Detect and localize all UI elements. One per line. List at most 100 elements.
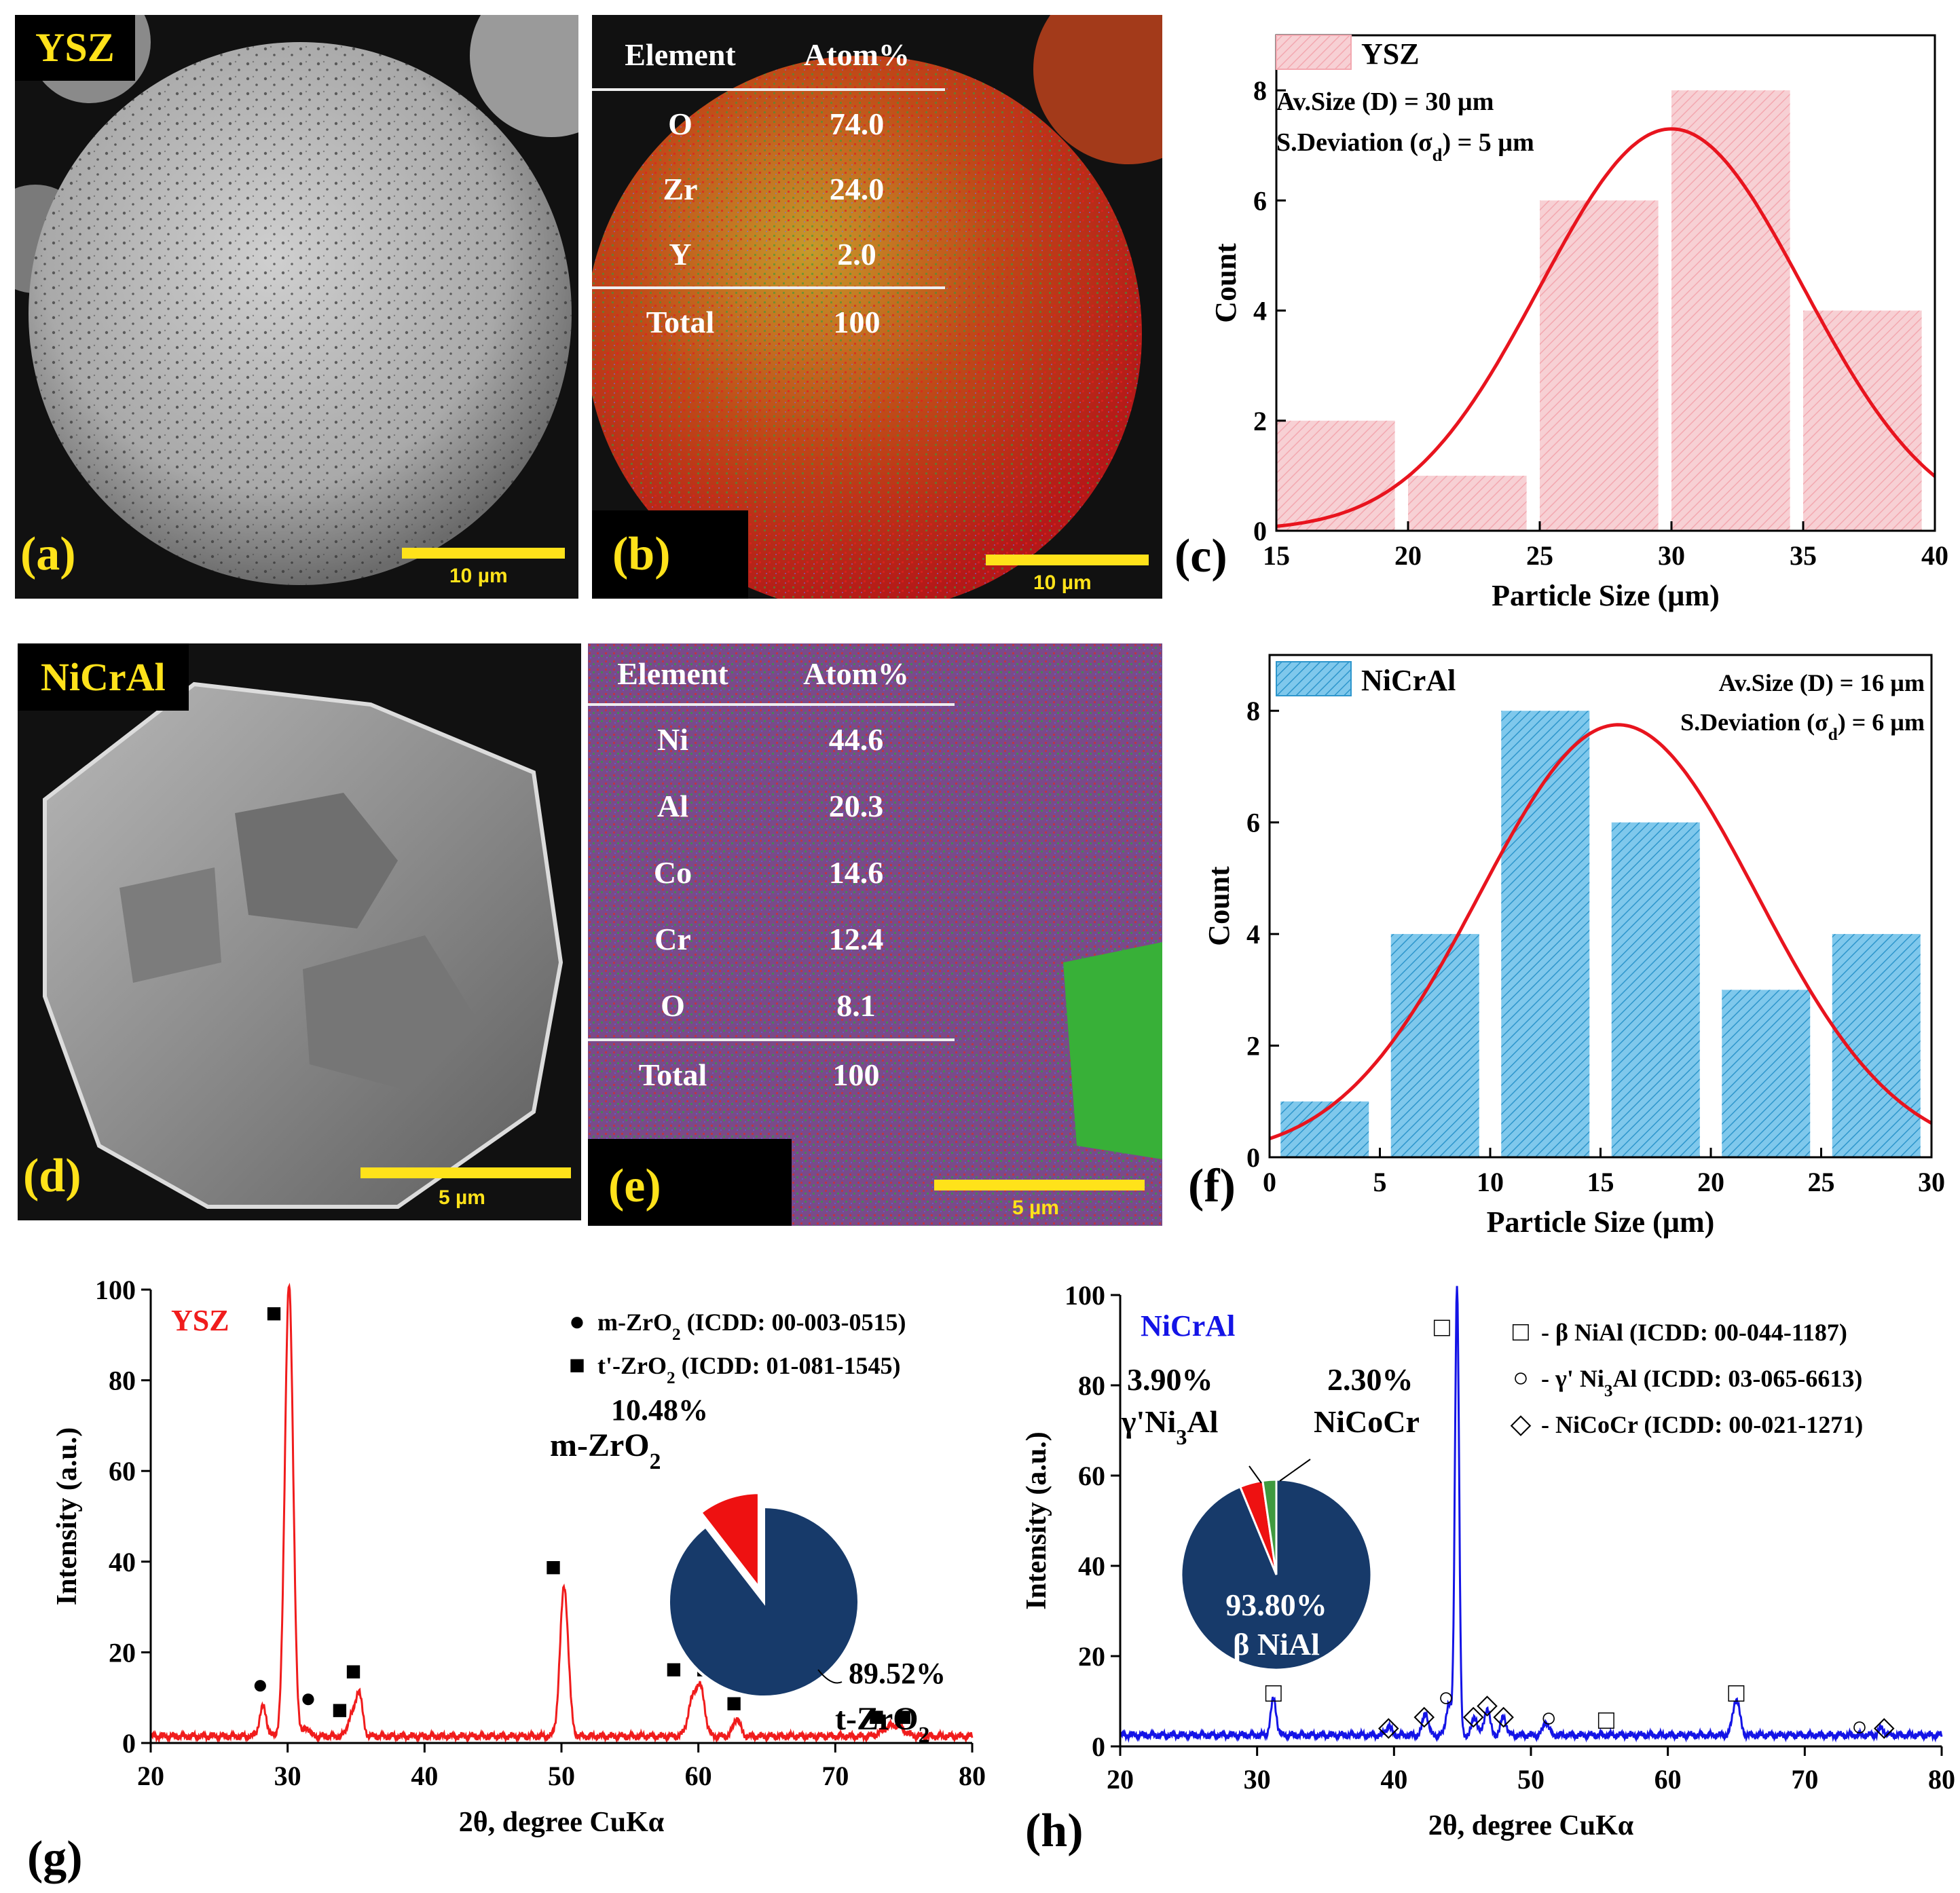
chart-title: YSZ (171, 1304, 229, 1337)
chart-c-ysz-size-distribution: 15 20 25 30 35 40 0 2 4 6 8 Particle Size (µm) Count… (1175, 34, 1948, 612)
eds-cell-element: Ni (657, 721, 688, 757)
scale-bar (934, 1180, 1145, 1191)
histogram-bar (1611, 822, 1700, 1157)
pie-pct-gamma-ni3al: 3.90% (1127, 1362, 1213, 1397)
panel-a-sem-ysz: YSZ (a) 10 µm (15, 15, 578, 599)
pie-pct-nicocr: 2.30% (1327, 1362, 1413, 1397)
x-tick-label: 35 (1790, 540, 1817, 571)
phase-marker: ■ (345, 1655, 361, 1686)
eds-cell-value: 20.3 (828, 788, 884, 823)
legend-label: - γ' Ni3Al (ICDD: 03-065-6613) (1541, 1365, 1862, 1400)
phase-marker: ■ (545, 1551, 561, 1581)
phase-marker: □ (1434, 1312, 1450, 1343)
scale-bar (402, 548, 565, 559)
phase-marker: ● (300, 1683, 316, 1713)
plot-frame (1275, 34, 1936, 532)
x-tick-label: 80 (959, 1761, 986, 1791)
scale-text: 5 µm (1012, 1197, 1059, 1219)
phase-marker: □ (1265, 1677, 1282, 1708)
phase-marker: ◇ (1463, 1700, 1484, 1730)
annotation-mean: Av.Size (D) = 30 µm (1276, 88, 1494, 116)
x-tick-label: 30 (1658, 540, 1685, 571)
x-tick-label: 40 (411, 1761, 438, 1791)
legend-label: - β NiAl (ICDD: 00-044-1187) (1541, 1319, 1847, 1346)
eds-header-element: Element (625, 37, 736, 72)
eds-row-y: Y 2.0 (592, 221, 945, 286)
panel-label: (h) (1025, 1805, 1084, 1857)
y-tick-label: 4 (1246, 919, 1260, 950)
panel-e-eds-nicral: Element Atom% Ni 44.6 Al 20.3 Co 14.6 Cr… (588, 643, 1162, 1226)
gaussian-fit-curve (1276, 127, 1936, 528)
legend-label: YSZ (1361, 37, 1420, 71)
eds-row-co: Co 14.6 (588, 839, 955, 905)
gaussian-fit-curve (1269, 723, 1933, 1140)
x-tick-label: 30 (274, 1761, 301, 1791)
histogram-bar (1722, 990, 1811, 1157)
y-tick-label: 60 (1078, 1461, 1105, 1491)
y-tick-label: 40 (109, 1547, 136, 1577)
histogram-bar (1803, 310, 1922, 531)
x-tick-label: 50 (548, 1761, 575, 1791)
panel-d-sem-nicral: NiCrAl (d) 5 µm (18, 643, 581, 1220)
y-axis-label: Intensity (a.u.) (52, 1427, 83, 1606)
eds-cell-element: Total (638, 1057, 707, 1092)
panel-label-e: (e) (608, 1160, 661, 1212)
pie-pct-beta-nial: 93.80% (1225, 1588, 1327, 1622)
nicral-particle-image (43, 681, 563, 1209)
histogram-bar (1671, 90, 1790, 531)
phase-marker: ■ (265, 1297, 282, 1328)
x-tick-label: 70 (1791, 1764, 1818, 1795)
ysz-particle-image (15, 15, 578, 585)
eds-cell-element: O (668, 106, 692, 141)
phase-marker: ● (252, 1669, 268, 1700)
phase-marker: ■ (331, 1694, 348, 1725)
x-tick-label: 20 (1107, 1764, 1134, 1795)
pie-label-gamma-ni3al: γ'Ni3Al (1121, 1404, 1218, 1449)
x-tick-label: 15 (1587, 1167, 1614, 1197)
table-divider (588, 703, 955, 706)
table-divider (588, 1038, 955, 1041)
y-tick-label: 60 (109, 1456, 136, 1486)
x-axis-label: Particle Size (µm) (1492, 579, 1720, 612)
legend-symbol: ○ (1513, 1362, 1529, 1393)
legend-symbol: □ (1513, 1316, 1529, 1347)
legend-label: m-ZrO2 (ICDD: 00-003-0515) (597, 1309, 906, 1344)
eds-cell-element: Co (653, 855, 692, 890)
legend-symbol: ■ (569, 1349, 585, 1380)
eds-row-total: Total 100 (588, 1041, 955, 1108)
x-tick-label: 25 (1808, 1167, 1835, 1197)
y-tick-label: 6 (1253, 185, 1267, 216)
x-tick-label: 20 (1394, 540, 1422, 571)
x-tick-label: 50 (1517, 1764, 1545, 1795)
pie-leader-line (1279, 1459, 1311, 1482)
eds-cell-value: 74.0 (829, 106, 885, 141)
eds-row-al: Al 20.3 (588, 772, 955, 839)
eds-cell-value: 8.1 (836, 988, 876, 1023)
panel-label: (c) (1175, 530, 1227, 582)
histogram-bar (1276, 420, 1395, 531)
legend-swatch (1276, 661, 1352, 696)
y-tick-label: 0 (1092, 1731, 1105, 1762)
eds-cell-value: 44.6 (828, 721, 884, 757)
eds-cell-value: 24.0 (829, 171, 885, 206)
eds-table-header: Element Atom% (592, 20, 945, 88)
x-tick-label: 20 (137, 1761, 164, 1791)
y-tick-label: 2 (1246, 1031, 1260, 1062)
x-tick-label: 70 (821, 1761, 849, 1791)
eds-cell-element: Zr (663, 171, 698, 206)
phase-marker: ○ (1438, 1682, 1454, 1712)
pie-label-t-zro2: t-ZrO2 (835, 1701, 929, 1748)
x-tick-label: 15 (1263, 540, 1290, 571)
x-axis-label: 2θ, degree CuKα (459, 1807, 665, 1838)
annotation-sd: S.Deviation (σd) = 6 µm (1680, 709, 1925, 744)
phase-marker: ◇ (1874, 1711, 1895, 1742)
panel-label: (g) (27, 1832, 83, 1884)
y-axis-label: Count (1209, 243, 1242, 323)
histogram-bar (1501, 711, 1590, 1157)
eds-cell-element: O (661, 988, 685, 1023)
scale-text: 5 µm (439, 1186, 485, 1209)
xrd-pattern-line (1119, 1286, 1943, 1743)
y-tick-label: 6 (1246, 808, 1260, 838)
phase-marker: ■ (895, 1701, 912, 1731)
